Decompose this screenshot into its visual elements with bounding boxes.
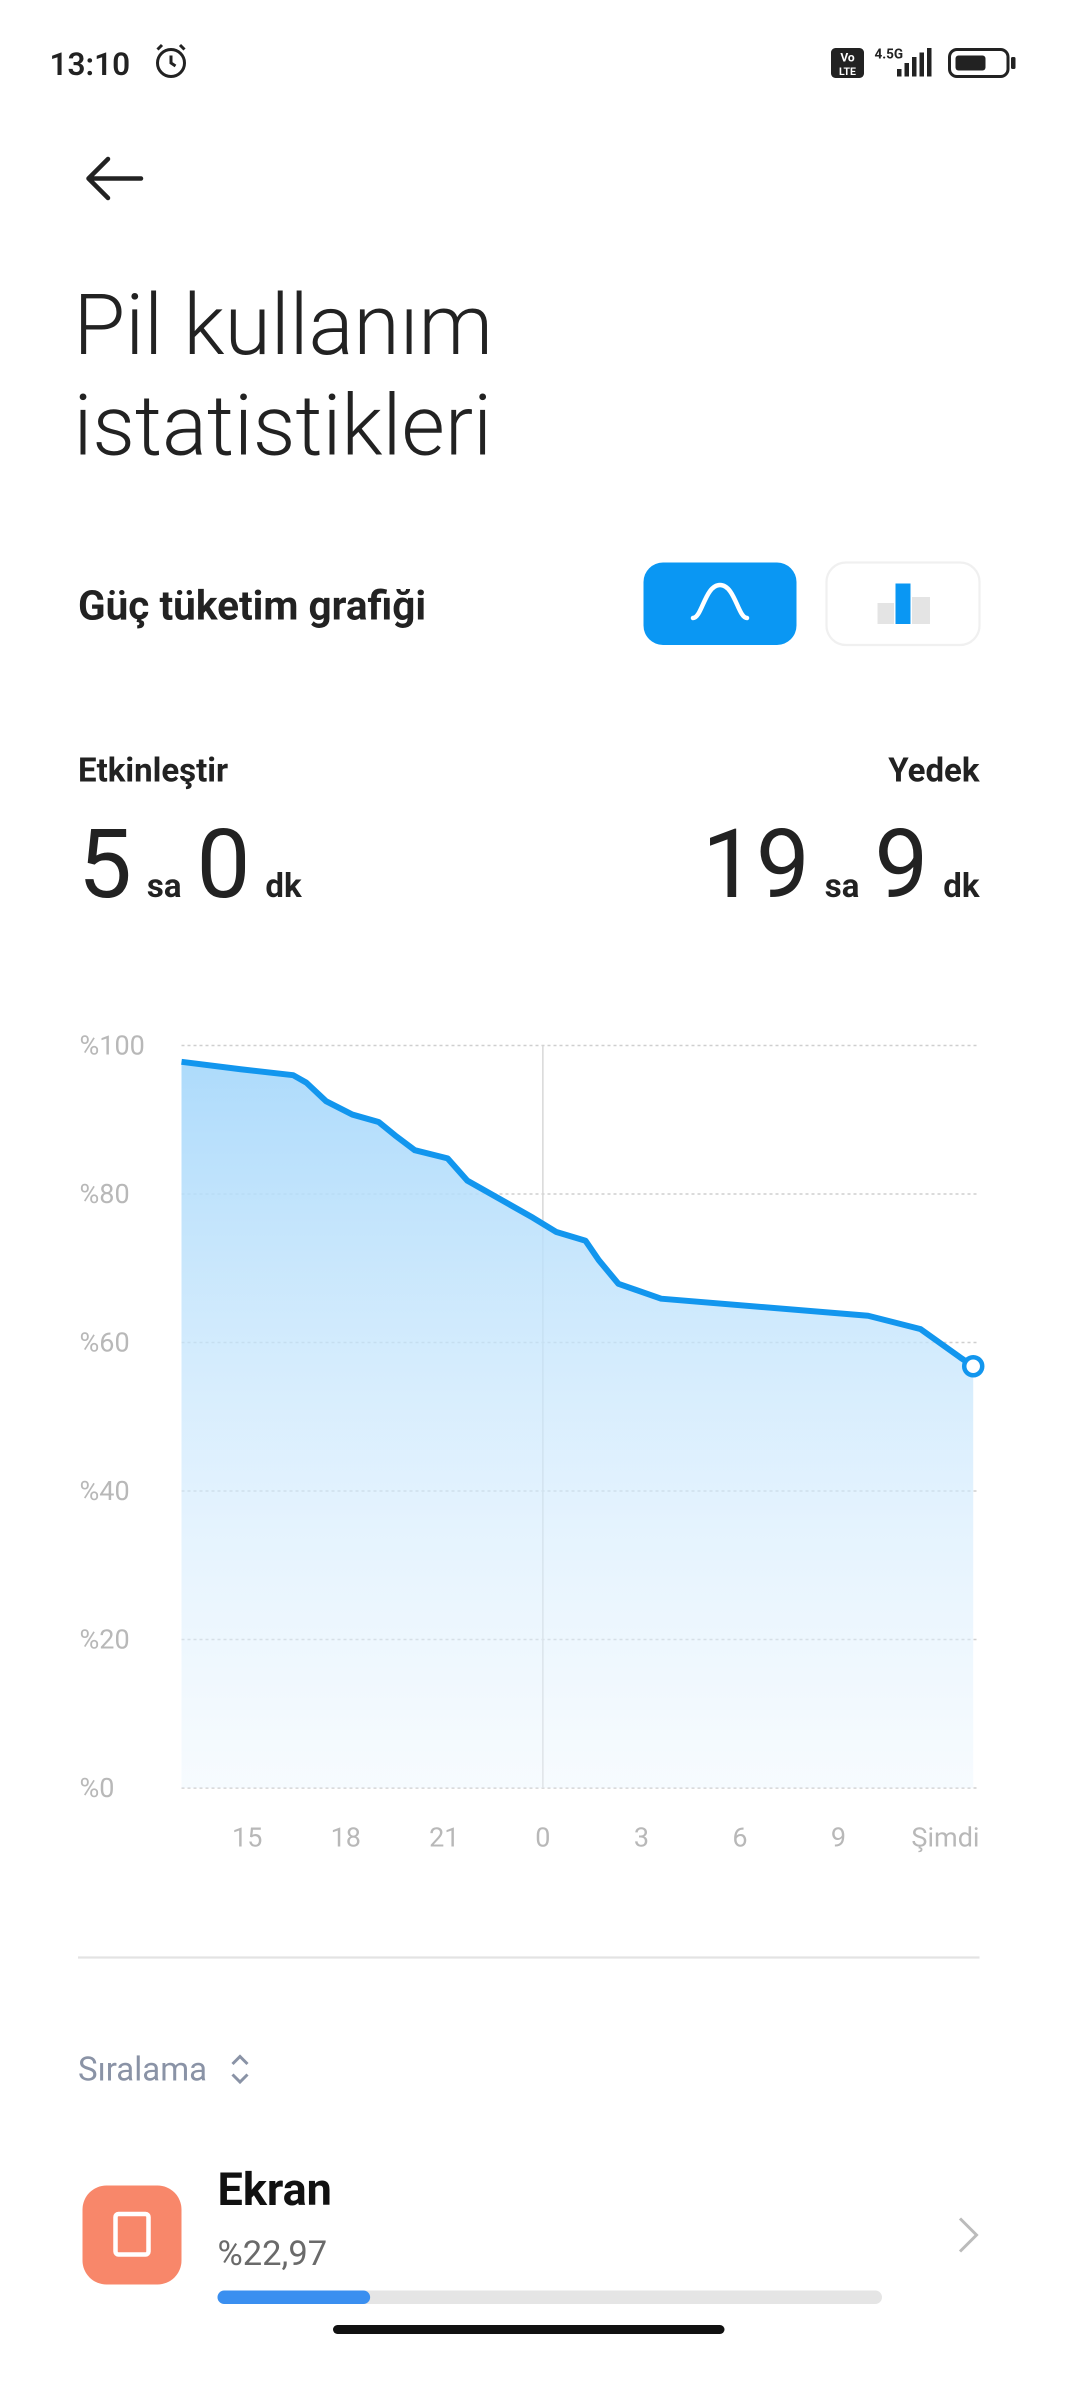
- x-tick-label: 3: [634, 1822, 649, 1854]
- battery-chart: %0 %20 %40 %60 %80 %100 15 18 21 0 3 6 9 Şimdi: [80, 1030, 985, 1854]
- unit: dk: [943, 867, 980, 906]
- y-tick-label: %20: [80, 1624, 130, 1656]
- item-name: Ekran: [218, 2163, 332, 2216]
- section-title: Güç tüketim grafiği: [78, 582, 426, 630]
- minutes: 0: [196, 809, 250, 921]
- volte-text: Vo: [840, 51, 855, 65]
- volte-icon: [831, 48, 864, 78]
- network-type: 4.5G: [875, 47, 904, 63]
- x-tick-label: 6: [732, 1822, 747, 1854]
- active-duration: 5 sa 0 dk: [78, 809, 302, 921]
- page-title: Pil kullanım: [74, 276, 493, 375]
- page-title: istatistikleri: [74, 377, 493, 476]
- standby-duration: 19 sa 9 dk: [702, 809, 980, 921]
- battery-icon: [948, 48, 1016, 78]
- current-point: [961, 1355, 985, 1378]
- y-tick-label: %60: [80, 1327, 130, 1359]
- x-tick-label: 9: [831, 1822, 846, 1854]
- x-tick-label: Şimdi: [911, 1822, 979, 1854]
- unit: sa: [147, 867, 182, 906]
- sort-label: Sıralama: [78, 2051, 207, 2090]
- signal-icon: [897, 48, 932, 77]
- status-time: 13:10: [50, 46, 131, 83]
- progress-track: [217, 2290, 882, 2304]
- unit: dk: [265, 867, 302, 906]
- y-tick-label: %0: [80, 1772, 115, 1804]
- minutes: 9: [874, 809, 928, 921]
- sort-button[interactable]: Sıralama: [78, 2051, 249, 2090]
- standby-label: Yedek: [888, 752, 980, 791]
- hours: 5: [78, 809, 132, 921]
- home-indicator: [333, 2325, 725, 2334]
- x-tick-label: 0: [535, 1822, 550, 1854]
- hours: 19: [702, 809, 810, 921]
- y-tick-label: %80: [80, 1178, 130, 1210]
- app-icon-glyph: [113, 2211, 151, 2257]
- item-value: %22,97: [218, 2234, 328, 2274]
- x-tick-label: 21: [429, 1822, 459, 1854]
- alarm-icon: [156, 43, 186, 78]
- progress-bar: [217, 2290, 371, 2304]
- app-icon: [82, 2185, 182, 2285]
- active-label: Etkinleştir: [78, 752, 228, 791]
- back-button[interactable]: [86, 156, 144, 201]
- y-tick-label: %40: [80, 1475, 130, 1507]
- list-item[interactable]: Ekran %22,97: [82, 2163, 979, 2304]
- curve-toggle[interactable]: [643, 562, 797, 646]
- line: [181, 1058, 975, 1369]
- x-tick-label: 18: [331, 1822, 361, 1854]
- bar-toggle[interactable]: [825, 561, 981, 647]
- y-tick-label: %100: [80, 1030, 145, 1062]
- chevron: [958, 2217, 979, 2253]
- area: [181, 1061, 974, 1788]
- volte-text: LTE: [839, 65, 856, 78]
- unit: sa: [825, 867, 860, 906]
- x-tick-label: 15: [232, 1822, 262, 1854]
